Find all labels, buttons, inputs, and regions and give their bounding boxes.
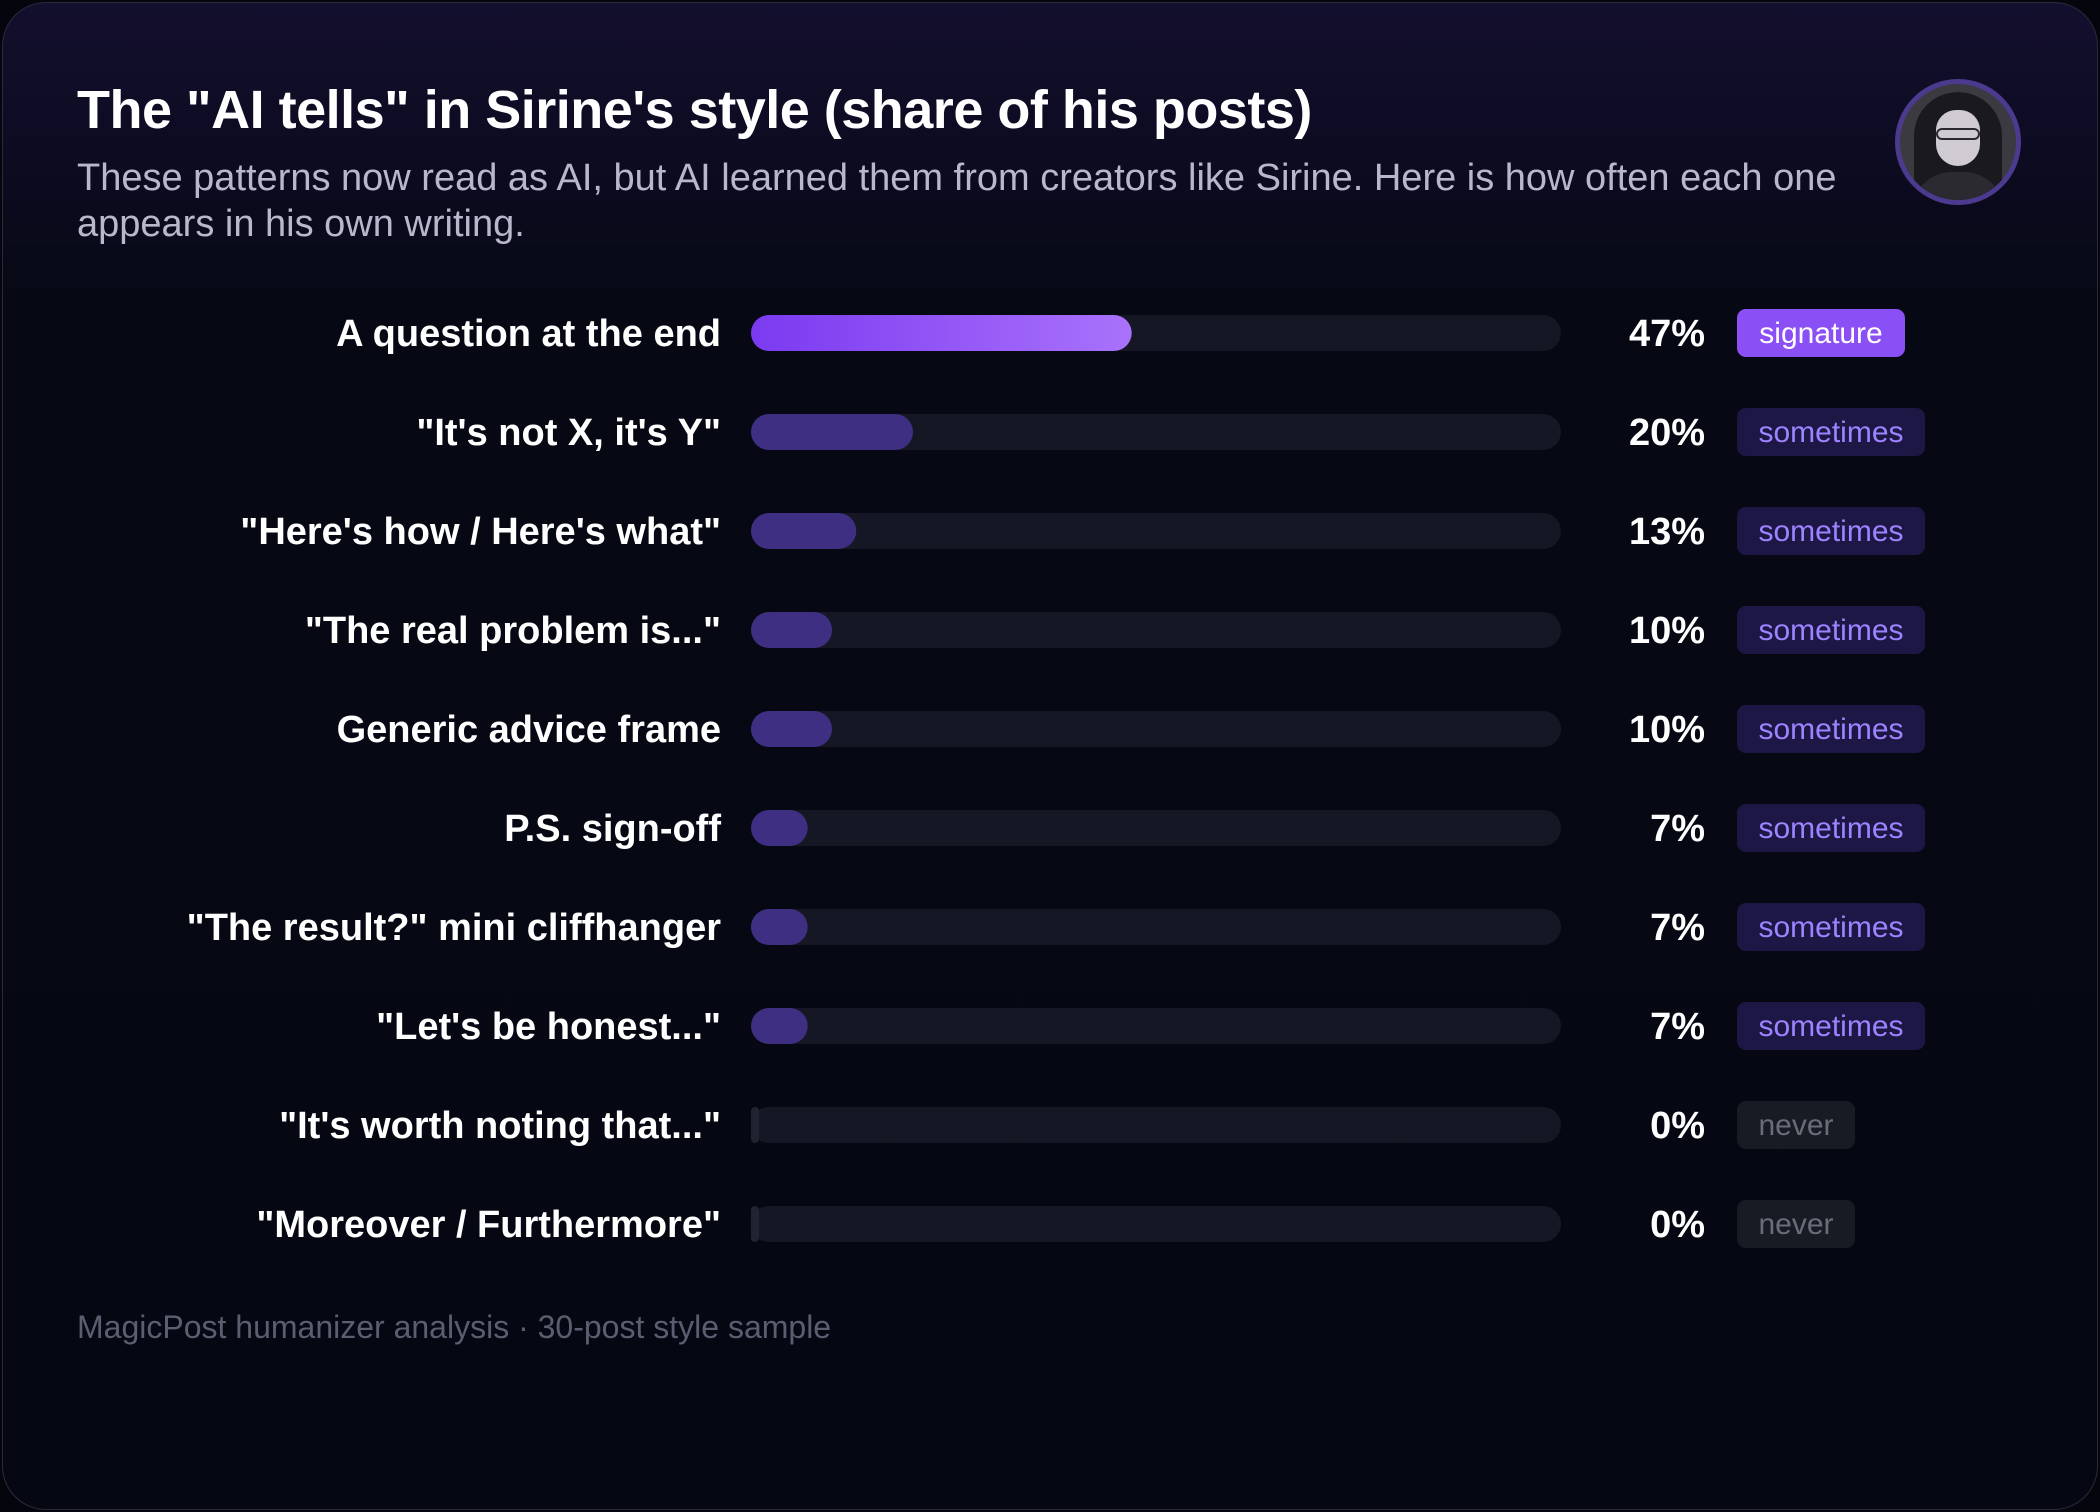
tag-badge bbox=[1737, 1200, 1855, 1248]
value-label: 7% bbox=[1650, 808, 1705, 850]
bar-row: A question at the end 47% signature bbox=[336, 309, 1905, 357]
value-label: 20% bbox=[1629, 412, 1705, 454]
tag-badge bbox=[1737, 606, 1925, 654]
value-label: 7% bbox=[1650, 1006, 1705, 1048]
bar bbox=[751, 1107, 759, 1143]
tag-badge bbox=[1737, 408, 1925, 456]
bar-track bbox=[751, 1107, 1561, 1143]
bar-track bbox=[751, 513, 1561, 549]
bar-row: "It's not X, it's Y" 20% sometimes bbox=[416, 408, 1925, 456]
bar-row: "Here's how / Here's what" 13% sometimes bbox=[240, 507, 1925, 555]
bar-row: Generic advice frame 10% sometimes bbox=[337, 705, 1925, 753]
category-label: "The real problem is..." bbox=[305, 610, 721, 652]
tag-label: sometimes bbox=[1758, 1010, 1903, 1043]
tag-badge bbox=[1737, 903, 1925, 951]
chart-footer: MagicPost humanizer analysis · 30-post s… bbox=[77, 1309, 832, 1345]
chart-subtitle: These patterns now read as AI, but AI le… bbox=[77, 157, 1837, 245]
bar bbox=[751, 612, 832, 648]
tag-label: sometimes bbox=[1758, 515, 1903, 548]
category-label: A question at the end bbox=[336, 313, 721, 355]
bar-row: "Moreover / Furthermore" 0% never bbox=[256, 1200, 1855, 1248]
bar-track bbox=[751, 1008, 1561, 1044]
value-label: 10% bbox=[1629, 610, 1705, 652]
chart-rows: A question at the end 47% signature "It's n… bbox=[187, 309, 1925, 1248]
tag-badge bbox=[1737, 309, 1905, 357]
tag-label: sometimes bbox=[1758, 713, 1903, 746]
bar-track bbox=[751, 711, 1561, 747]
bar bbox=[751, 711, 832, 747]
bar-row: "The result?" mini cliffhanger 7% sometime… bbox=[187, 903, 1925, 951]
tag-label: sometimes bbox=[1758, 812, 1903, 845]
tag-badge bbox=[1737, 804, 1925, 852]
category-label: "Moreover / Furthermore" bbox=[256, 1204, 721, 1246]
value-label: 7% bbox=[1650, 907, 1705, 949]
category-label: "It's worth noting that..." bbox=[279, 1105, 721, 1147]
tag-label: never bbox=[1758, 1109, 1833, 1142]
bar bbox=[751, 513, 857, 549]
tag-label: sometimes bbox=[1758, 614, 1903, 647]
tag-label: sometimes bbox=[1758, 416, 1903, 449]
bar-row: "Let's be honest..." 7% sometimes bbox=[376, 1002, 1925, 1050]
bar-chart: A question at the end 47% signature "It's n… bbox=[187, 309, 1925, 1248]
bar-track bbox=[751, 909, 1561, 945]
bar bbox=[751, 909, 808, 945]
category-label: "The result?" mini cliffhanger bbox=[187, 907, 722, 949]
tag-badge bbox=[1737, 1101, 1855, 1149]
category-label: "Let's be honest..." bbox=[376, 1006, 721, 1048]
category-label: "It's not X, it's Y" bbox=[416, 412, 721, 454]
value-label: 10% bbox=[1629, 709, 1705, 751]
bar-track bbox=[751, 612, 1561, 648]
tag-badge bbox=[1737, 1002, 1925, 1050]
tag-badge bbox=[1737, 507, 1925, 555]
avatar-glasses bbox=[1936, 128, 1980, 140]
bar-track bbox=[751, 414, 1561, 450]
bar bbox=[751, 1206, 759, 1242]
category-label: P.S. sign-off bbox=[504, 808, 721, 850]
chart-title: The "AI tells" in Sirine's style (share … bbox=[77, 80, 1312, 140]
tag-label: sometimes bbox=[1758, 911, 1903, 944]
value-label: 13% bbox=[1629, 511, 1705, 553]
bar-row: "It's worth noting that..." 0% never bbox=[279, 1101, 1855, 1149]
value-label: 0% bbox=[1650, 1204, 1705, 1246]
bar-row: "The real problem is..." 10% sometimes bbox=[305, 606, 1925, 654]
category-label: "Here's how / Here's what" bbox=[240, 511, 721, 553]
bar bbox=[751, 315, 1132, 351]
tag-label: signature bbox=[1759, 317, 1882, 350]
bar bbox=[751, 414, 913, 450]
tag-label: never bbox=[1758, 1208, 1833, 1241]
value-label: 0% bbox=[1650, 1105, 1705, 1147]
bar-track bbox=[751, 810, 1561, 846]
avatar bbox=[1895, 79, 2021, 205]
category-label: Generic advice frame bbox=[337, 709, 721, 751]
bar bbox=[751, 1008, 808, 1044]
bar-row: P.S. sign-off 7% sometimes bbox=[504, 804, 1925, 852]
value-label: 47% bbox=[1629, 313, 1705, 355]
tag-badge bbox=[1737, 705, 1925, 753]
bar bbox=[751, 810, 808, 846]
bar-track bbox=[751, 1206, 1561, 1242]
